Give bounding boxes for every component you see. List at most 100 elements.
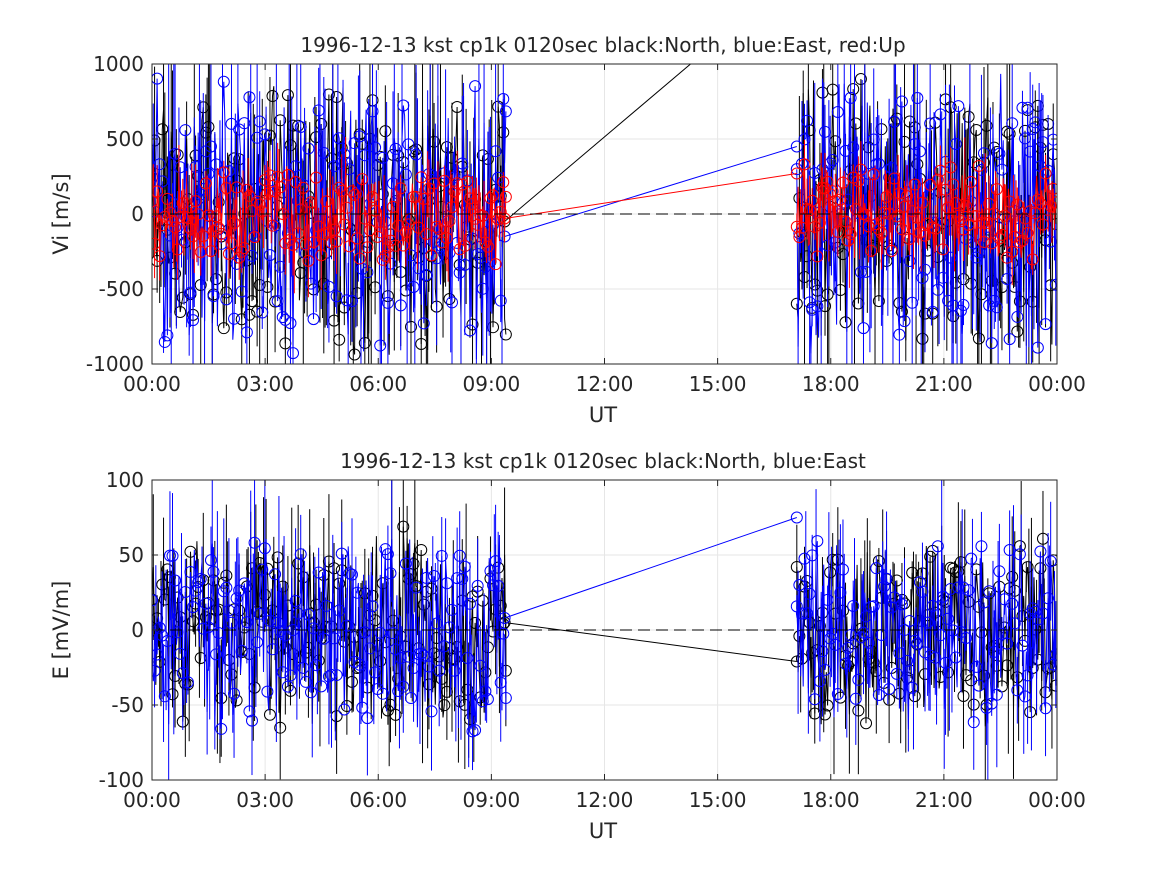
data-point — [931, 173, 944, 186]
data-point — [890, 210, 903, 223]
data-point — [210, 210, 223, 223]
data-point — [171, 626, 184, 639]
data-point — [433, 664, 446, 677]
data-point — [322, 670, 335, 683]
data-point — [1011, 310, 1024, 323]
data-point — [317, 632, 330, 645]
data-point — [801, 607, 814, 620]
velocity-chart: 1996-12-13 kst cp1k 0120sec black:North,… — [49, 33, 1086, 427]
data-point — [261, 187, 274, 200]
data-point — [931, 540, 944, 553]
x-tick-label: 15:00 — [689, 372, 747, 396]
data-point — [1011, 684, 1024, 697]
data-point — [967, 210, 980, 223]
data-point — [425, 705, 438, 718]
x-tick-label: 00:00 — [1028, 372, 1086, 396]
data-point — [494, 676, 507, 689]
data-point — [220, 293, 233, 306]
data-point — [289, 594, 302, 607]
data-point — [1003, 544, 1016, 557]
data-point — [153, 158, 166, 171]
data-point — [790, 560, 803, 573]
data-point — [346, 294, 359, 307]
data-point — [263, 249, 276, 262]
data-point — [152, 185, 164, 198]
data-point — [463, 192, 476, 205]
data-point — [161, 329, 174, 342]
data-point — [169, 574, 182, 587]
data-point — [304, 196, 317, 209]
data-point — [263, 614, 276, 627]
data-point — [297, 181, 310, 194]
data-point — [212, 222, 225, 235]
data-point — [1049, 648, 1057, 661]
data-point — [379, 125, 392, 138]
x-ticks: 00:00 03:00 06:00 09:00 12:00 15:00 18:00 21:00… — [123, 480, 1086, 812]
data-point — [307, 236, 320, 249]
data-point — [826, 553, 839, 566]
x-tick-label: 00:00 — [1028, 788, 1086, 812]
data-point — [1003, 333, 1016, 346]
data-point — [230, 694, 243, 707]
data-point — [356, 173, 369, 186]
x-tick-label: 09:00 — [463, 788, 521, 812]
data-point — [1021, 101, 1034, 114]
data-point — [916, 196, 929, 209]
data-point — [361, 241, 374, 254]
data-point — [381, 241, 394, 254]
data-point — [860, 265, 873, 278]
data-point — [952, 100, 965, 113]
data-point — [970, 251, 983, 264]
data-point — [353, 130, 366, 143]
data-point — [384, 698, 397, 711]
data-point — [944, 161, 957, 174]
data-point — [394, 651, 407, 664]
data-point — [225, 668, 238, 681]
data-point — [397, 99, 410, 112]
data-point — [438, 640, 451, 653]
data-point — [187, 601, 200, 614]
data-point — [936, 271, 949, 284]
data-point — [243, 705, 256, 718]
x-tick-label: 03:00 — [236, 372, 294, 396]
data-point — [819, 300, 832, 313]
data-point — [169, 221, 182, 234]
data-point — [420, 268, 433, 281]
data-point — [798, 552, 811, 565]
data-point — [253, 198, 266, 211]
y-tick-label: 500 — [106, 127, 144, 151]
data-point — [1019, 690, 1032, 703]
y-tick-label: 0 — [131, 202, 144, 226]
data-point — [261, 562, 274, 575]
data-point — [228, 152, 241, 165]
data-point — [1042, 164, 1055, 177]
data-point — [857, 626, 870, 639]
data-point — [880, 572, 893, 585]
data-point — [430, 617, 443, 630]
gap-bridge-line — [504, 64, 692, 222]
data-point — [351, 232, 364, 245]
data-point — [1008, 205, 1021, 218]
data-point — [317, 228, 330, 241]
data-point — [179, 124, 192, 137]
data-point — [1049, 196, 1057, 209]
data-point — [479, 685, 492, 698]
series-line — [796, 541, 1057, 730]
data-point — [497, 627, 510, 640]
data-point — [906, 566, 919, 579]
data-point — [284, 139, 297, 152]
data-point — [253, 279, 266, 292]
data-point — [384, 567, 397, 580]
data-point — [179, 585, 192, 598]
data-point — [471, 579, 484, 592]
data-point — [310, 171, 323, 184]
data-point — [381, 548, 394, 561]
data-point — [415, 543, 428, 556]
data-point — [179, 210, 192, 223]
data-point — [975, 540, 988, 553]
x-tick-label: 21:00 — [915, 372, 973, 396]
data-point — [284, 233, 297, 246]
data-point — [281, 169, 294, 182]
data-point — [872, 554, 885, 567]
data-point — [181, 676, 194, 689]
